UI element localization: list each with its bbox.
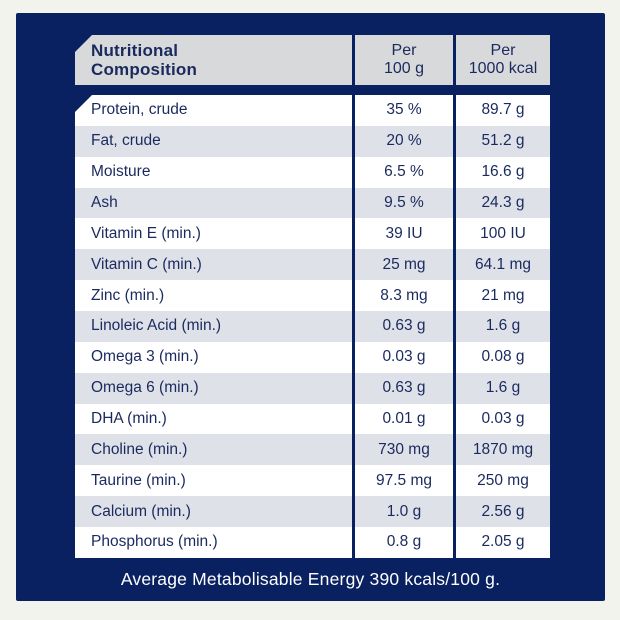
table-row: Vitamin C (min.) 25 mg 64.1 mg	[75, 249, 550, 281]
table-row: Zinc (min.) 8.3 mg 21 mg	[75, 280, 550, 312]
energy-statement: Average Metabolisable Energy 390 kcals/1…	[120, 569, 501, 589]
table-header: Nutritional Composition Per 100 g Per 10…	[75, 35, 550, 85]
table-row: Linoleic Acid (min.) 0.63 g 1.6 g	[75, 311, 550, 342]
value-per-1000kcal: 24.3 g	[453, 187, 550, 219]
table-row: Calcium (min.) 1.0 g 2.56 g	[75, 496, 550, 528]
value-per-1000kcal: 51.2 g	[453, 125, 550, 157]
value-per-100g: 0.63 g	[352, 311, 453, 342]
value-per-100g: 6.5 %	[352, 156, 453, 188]
value-per-100g: 0.63 g	[352, 372, 453, 404]
value-per-1000kcal: 0.08 g	[453, 341, 550, 373]
table-row: Taurine (min.) 97.5 mg 250 mg	[75, 465, 550, 497]
nutrient-label: DHA (min.)	[91, 410, 167, 428]
nutrient-label: Ash	[91, 194, 118, 211]
nutrient-label: Phosphorus (min.)	[91, 533, 218, 551]
value-per-100g: 97.5 mg	[352, 465, 453, 497]
table-row: Vitamin E (min.) 39 IU 100 IU	[75, 218, 550, 250]
value-per-100g: 25 mg	[352, 249, 453, 281]
header-per-100g-line1: Per	[391, 42, 417, 60]
value-per-100g: 0.01 g	[352, 403, 453, 435]
nutrition-table: Nutritional Composition Per 100 g Per 10…	[75, 35, 550, 558]
header-col-per-1000kcal: Per 1000 kcal	[453, 35, 550, 85]
value-per-1000kcal: 64.1 mg	[453, 249, 550, 281]
value-per-1000kcal: 2.56 g	[453, 496, 550, 528]
nutrient-label: Zinc (min.)	[91, 286, 165, 304]
table-row: DHA (min.) 0.01 g 0.03 g	[75, 403, 550, 435]
table-row: Choline (min.) 730 mg 1870 mg	[75, 434, 550, 466]
table-row: Protein, crude 35 % 89.7 g	[75, 95, 550, 126]
value-per-1000kcal: 1870 mg	[453, 434, 550, 466]
header-title-line2: Composition	[91, 60, 198, 79]
nutrient-label: Vitamin C (min.)	[91, 255, 202, 273]
value-per-100g: 0.03 g	[352, 341, 453, 373]
table-body: Protein, crude 35 % 89.7 g Fat, crude 20…	[75, 95, 550, 558]
value-per-1000kcal: 21 mg	[453, 280, 550, 312]
value-per-100g: 730 mg	[352, 434, 453, 466]
nutrition-panel: Nutritional Composition Per 100 g Per 10…	[16, 13, 605, 601]
value-per-100g: 39 IU	[352, 218, 453, 250]
nutrient-label: Taurine (min.)	[91, 471, 186, 489]
nutrient-label: Vitamin E (min.)	[91, 224, 201, 242]
value-per-100g: 9.5 %	[352, 187, 453, 219]
value-per-1000kcal: 89.7 g	[453, 95, 550, 126]
nutrient-label: Linoleic Acid (min.)	[91, 317, 222, 335]
value-per-1000kcal: 1.6 g	[453, 311, 550, 342]
table-row: Omega 3 (min.) 0.03 g 0.08 g	[75, 341, 550, 373]
nutrient-label: Omega 3 (min.)	[91, 348, 199, 366]
value-per-100g: 20 %	[352, 125, 453, 157]
header-per-100g-line2: 100 g	[383, 60, 425, 77]
value-per-1000kcal: 1.6 g	[453, 372, 550, 404]
value-per-1000kcal: 0.03 g	[453, 403, 550, 435]
nutrient-label: Protein, crude	[91, 101, 188, 119]
value-per-1000kcal: 2.05 g	[453, 527, 550, 558]
table-row: Fat, crude 20 % 51.2 g	[75, 125, 550, 157]
value-per-100g: 35 %	[352, 95, 453, 126]
value-per-1000kcal: 100 IU	[453, 218, 550, 250]
value-per-100g: 8.3 mg	[352, 280, 453, 312]
value-per-1000kcal: 250 mg	[453, 465, 550, 497]
value-per-1000kcal: 16.6 g	[453, 156, 550, 188]
value-per-100g: 0.8 g	[352, 527, 453, 558]
table-row: Omega 6 (min.) 0.63 g 1.6 g	[75, 372, 550, 404]
table-row: Ash 9.5 % 24.3 g	[75, 187, 550, 219]
nutrient-label: Fat, crude	[91, 132, 161, 150]
header-title-line1: Nutritional	[91, 40, 179, 60]
nutrient-label: Choline (min.)	[91, 440, 188, 458]
header-title: Nutritional Composition	[75, 35, 352, 85]
nutrient-label: Omega 6 (min.)	[91, 379, 199, 397]
header-col-per-100g: Per 100 g	[352, 35, 453, 85]
value-per-100g: 1.0 g	[352, 496, 453, 528]
header-per-1000kcal-line2: 1000 kcal	[468, 60, 538, 77]
table-row: Phosphorus (min.) 0.8 g 2.05 g	[75, 527, 550, 558]
nutrient-label: Moisture	[91, 163, 151, 181]
header-per-1000kcal-line1: Per	[490, 42, 516, 60]
nutrient-label: Calcium (min.)	[91, 502, 191, 520]
table-row: Moisture 6.5 % 16.6 g	[75, 156, 550, 188]
